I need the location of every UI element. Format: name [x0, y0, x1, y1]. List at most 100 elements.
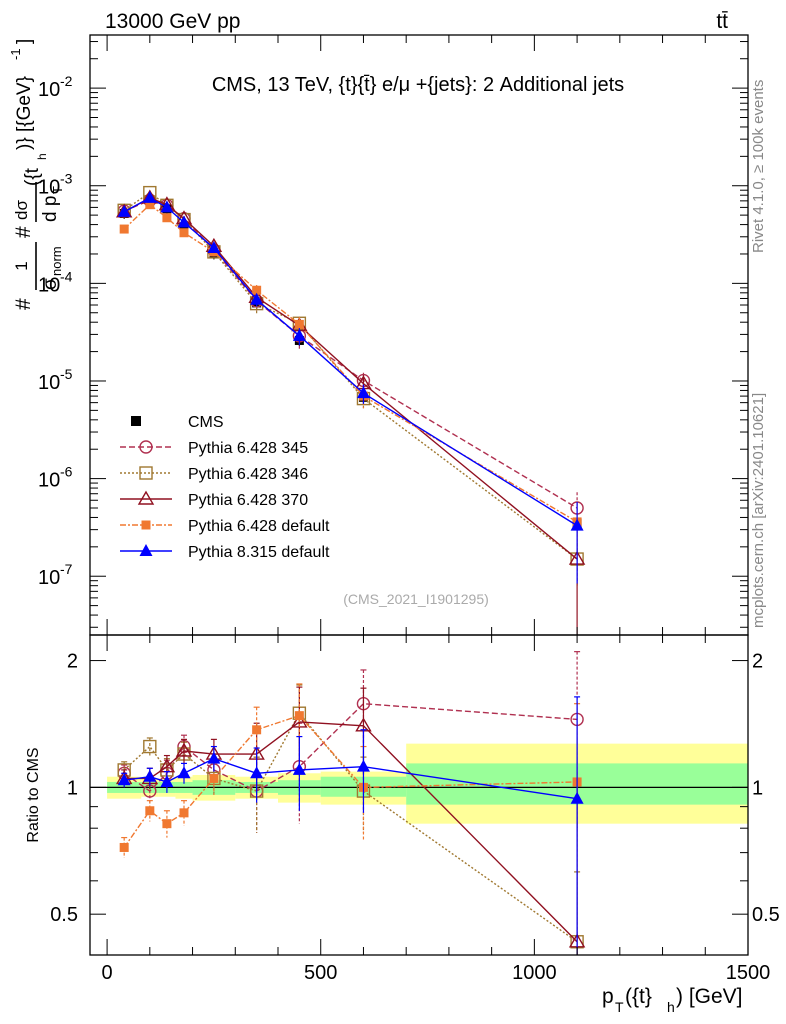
header-process-label: tt̄ [716, 10, 728, 33]
side-label-mcplots: mcplots.cern.ch [arXiv:2401.10621] [750, 393, 767, 628]
xlabel-arg: ({t} [625, 985, 652, 1008]
x-tick-label: 1500 [726, 962, 771, 984]
y-tick-label: 10 -3 [38, 171, 73, 199]
ratio-y-tick-label-right: 0.5 [752, 904, 780, 926]
legend-marker-p370 [137, 490, 155, 505]
ylabel-arg: ({t [22, 167, 43, 186]
legend-label-p346: Pythia 6.428 346 [188, 466, 308, 483]
ylabel-dp: d p [40, 196, 61, 222]
main-series-layer [115, 185, 586, 635]
xlabel-p: p [602, 985, 614, 1008]
ylabel-hash1: # [12, 298, 35, 310]
main-marker-p8 [177, 215, 191, 228]
ylabel-one: 1 [12, 261, 31, 270]
legend-marker-p8 [139, 544, 153, 556]
ratio-marker-p8 [250, 766, 264, 779]
y-tick-label-exp: -2 [60, 73, 73, 89]
y-tick-label-exp: -4 [60, 268, 73, 284]
ratio-marker-pdef [145, 806, 155, 816]
header-energy-label: 13000 GeV pp [105, 10, 240, 33]
y-tick-label-base: 10 [38, 79, 60, 101]
ylabel-T: T [50, 186, 65, 194]
main-axes: 10-210-310-410-510-610-7 [38, 35, 749, 635]
ratio-marker-p8 [356, 759, 370, 772]
ratio-y-tick-label: 1 [67, 777, 78, 799]
legend-marker-cms [131, 416, 141, 426]
main-marker-pdef [162, 213, 172, 223]
ylabel-h: h [35, 153, 49, 160]
y-tick-label-base: 10 [38, 177, 60, 199]
legend-marker-p345 [139, 440, 153, 454]
main-marker-pdef [179, 228, 189, 238]
main-marker-pdef [145, 200, 155, 210]
main-marker-p8 [292, 328, 306, 341]
main-marker-pdef [252, 285, 262, 295]
ylabel-sigma: σ [40, 278, 61, 290]
ylabel-brace: )} [{GeV} [14, 76, 35, 150]
main-marker-p8 [160, 200, 174, 213]
ratio-panel-frame [89, 634, 749, 956]
legend-label-p370: Pythia 6.428 370 [188, 492, 308, 509]
x-axis-label: p T ({t} h ) [GeV] [602, 985, 743, 1015]
ratio-marker-pdef [209, 773, 219, 783]
main-y-axis-label: # 1 σ norm # dσ d p T ({t h )} [{GeV} -1… [8, 39, 65, 310]
side-label-rivet: Rivet 4.1.0, ≥ 100k events [750, 80, 767, 253]
main-marker-p8 [117, 204, 131, 217]
y-tick-label: 10 -5 [38, 366, 73, 394]
legend-label-p8: Pythia 8.315 default [188, 544, 330, 561]
main-marker-p8 [207, 241, 221, 254]
legend-marker-pdef [141, 520, 151, 530]
ratio-marker-pdef [119, 842, 129, 852]
main-marker-pdef [119, 224, 129, 234]
ratio-y-tick-label: 0.5 [50, 904, 78, 926]
y-tick-label-exp: -7 [60, 561, 73, 577]
y-tick-label-exp: -5 [60, 366, 73, 382]
chart-title: CMS, 13 TeV, {t}{t̄} e/μ +{jets}: 2 Addi… [212, 74, 624, 96]
ratio-marker-p8 [143, 769, 157, 782]
ratio-y-tick-label: 2 [67, 651, 78, 673]
main-marker-pdef [294, 319, 304, 329]
legend-marker-p346 [139, 466, 153, 480]
y-tick-label: 10 -4 [38, 268, 73, 296]
y-tick-label-exp: -3 [60, 171, 73, 187]
y-tick-label-base: 10 [38, 372, 60, 394]
chart-watermark: (CMS_2021_I1901295) [343, 591, 489, 607]
main-marker-p8 [570, 518, 584, 531]
ratio-marker-p370 [175, 742, 193, 757]
ratio-marker-p8 [160, 774, 174, 787]
x-tick-label: 500 [304, 962, 337, 984]
ylabel-close: ] [14, 39, 35, 44]
ratio-marker-p8 [292, 762, 306, 775]
ylabel-norm: norm [49, 246, 64, 276]
xlabel-T: T [615, 999, 624, 1015]
main-marker-p8 [356, 386, 370, 399]
main-marker-p8 [143, 190, 157, 203]
main-line-pdef [123, 203, 578, 523]
legend-label-cms: CMS [188, 414, 224, 431]
y-tick-label-base: 10 [38, 274, 60, 296]
y-tick-label: 10 -7 [38, 561, 73, 589]
xlabel-tail: ) [GeV] [676, 985, 743, 1008]
x-tick-label: 1000 [512, 962, 557, 984]
legend-label-pdef: Pythia 6.428 default [188, 518, 330, 535]
ratio-y-axis-label: Ratio to CMS [25, 747, 42, 842]
ratio-marker-pdef [179, 808, 189, 818]
y-tick-label-base: 10 [38, 567, 60, 589]
ylabel-exp: -1 [8, 48, 23, 60]
ratio-series-layer [115, 651, 586, 955]
ratio-marker-p8 [570, 791, 584, 804]
ratio-marker-pdef [162, 819, 172, 829]
ratio-y-tick-label-right: 2 [752, 651, 763, 673]
legend: CMS Pythia 6.428 345 Pythia 6.428 346 Pythi… [120, 414, 330, 561]
ratio-marker-p8 [207, 751, 221, 764]
ratio-marker-p346 [143, 739, 157, 754]
ratio-marker-pdef [252, 725, 262, 735]
ratio-y-tick-label-right: 1 [752, 777, 763, 799]
y-tick-label: 10 -6 [38, 464, 73, 492]
ylabel-hash2: # [12, 226, 35, 238]
legend-label-p345: Pythia 6.428 345 [188, 440, 308, 457]
main-line-p345 [123, 199, 578, 509]
ratio-marker-p8 [177, 766, 191, 779]
y-tick-label: 10 -2 [38, 73, 73, 101]
